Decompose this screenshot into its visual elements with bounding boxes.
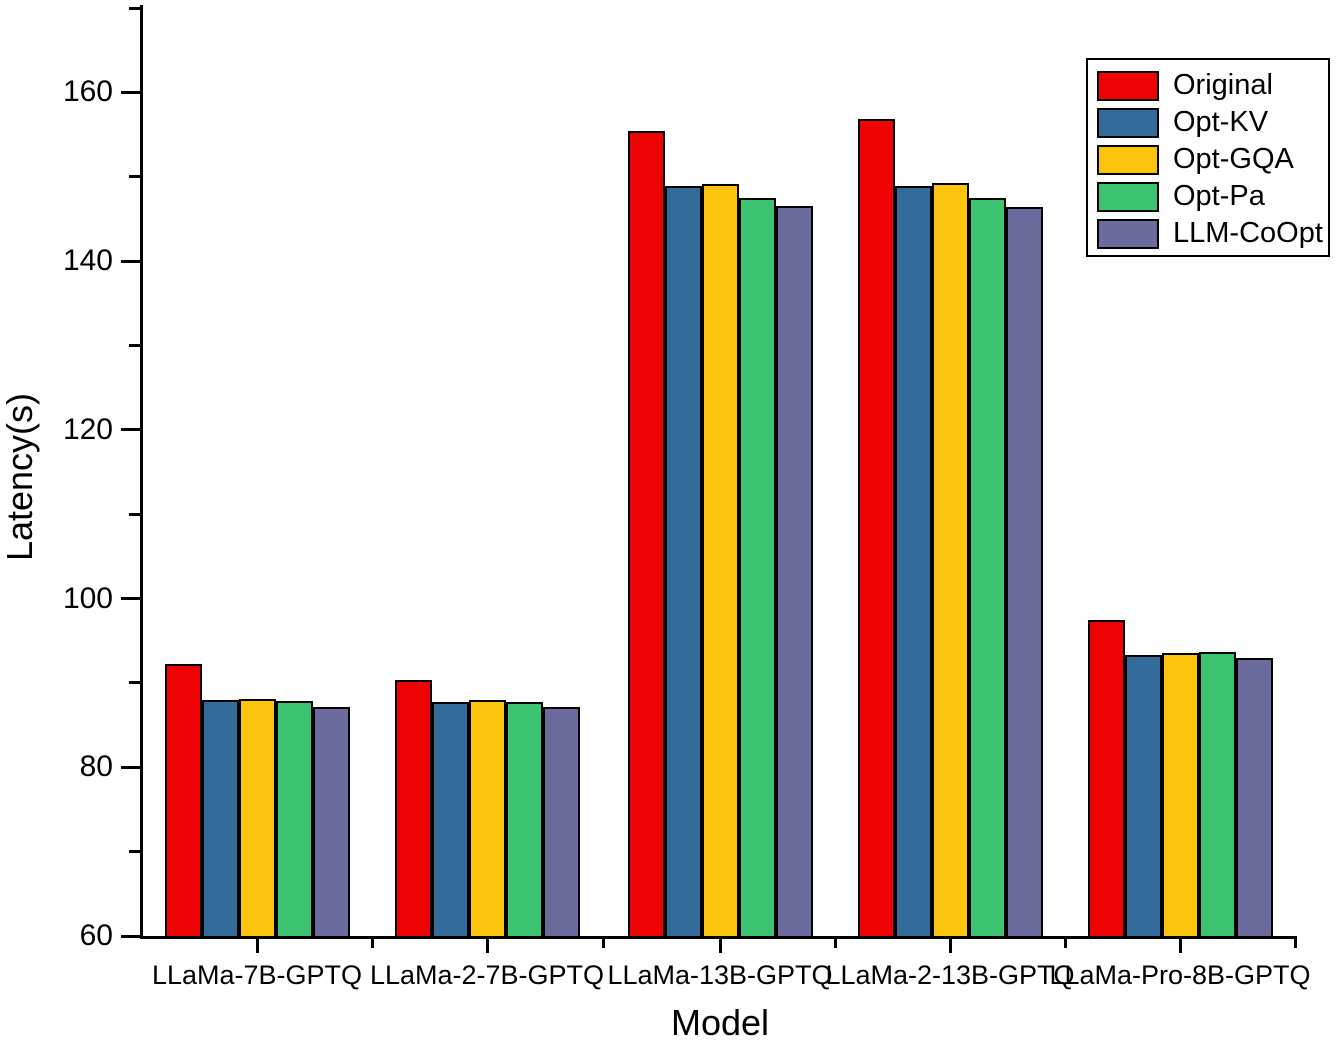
category-label: LLaMa-7B-GPTQ bbox=[151, 960, 363, 990]
y-major-tick bbox=[121, 259, 141, 263]
bar-opt-kv bbox=[894, 186, 932, 938]
legend-item: Original bbox=[1097, 67, 1328, 104]
y-major-tick bbox=[121, 428, 141, 432]
legend-item: LLM-CoOpt bbox=[1097, 215, 1328, 252]
category-label: LLaMa-Pro-8B-GPTQ bbox=[1049, 960, 1311, 990]
legend-swatch bbox=[1097, 70, 1159, 101]
bar-opt-pa bbox=[968, 197, 1006, 938]
bar-opt-gqa bbox=[238, 698, 276, 938]
y-minor-tick bbox=[129, 6, 141, 10]
x-major-tick bbox=[255, 939, 259, 953]
bar-opt-pa bbox=[275, 701, 313, 938]
bar-original bbox=[394, 679, 432, 938]
bar-original bbox=[1087, 620, 1125, 938]
legend-label: Opt-Pa bbox=[1173, 180, 1265, 212]
bar-opt-gqa bbox=[1161, 652, 1199, 938]
x-minor-tick bbox=[1064, 939, 1067, 948]
x-axis-title: Model bbox=[670, 1002, 770, 1043]
legend-swatch bbox=[1097, 218, 1159, 249]
y-tick-label: 120 bbox=[62, 412, 113, 446]
legend: Original Opt-KV Opt-GQA Opt-Pa LLM-CoOpt bbox=[1086, 58, 1330, 257]
y-minor-tick bbox=[129, 850, 141, 854]
bar-original bbox=[857, 119, 895, 938]
legend-item: Opt-GQA bbox=[1097, 141, 1328, 178]
y-tick-label: 140 bbox=[62, 244, 113, 278]
y-minor-tick bbox=[129, 681, 141, 685]
y-tick-label: 60 bbox=[79, 919, 113, 952]
x-minor-tick bbox=[1293, 939, 1297, 948]
x-minor-tick bbox=[371, 939, 374, 948]
legend-swatch bbox=[1097, 107, 1159, 138]
category-label: LLaMa-2-13B-GPTQ bbox=[825, 960, 1075, 990]
legend-label: Opt-KV bbox=[1173, 106, 1269, 138]
y-major-tick bbox=[121, 90, 141, 94]
x-major-tick bbox=[1178, 939, 1182, 953]
bar-opt-gqa bbox=[468, 699, 506, 938]
bar-opt-gqa bbox=[701, 184, 739, 938]
category-label: LLaMa-2-7B-GPTQ bbox=[369, 960, 605, 990]
bar-opt-pa bbox=[738, 197, 776, 938]
bar-llm-coopt bbox=[1235, 657, 1273, 938]
y-axis-line bbox=[140, 5, 143, 939]
bar-opt-pa bbox=[1198, 651, 1236, 938]
y-major-tick bbox=[121, 765, 141, 769]
y-major-tick bbox=[121, 934, 141, 938]
bar-opt-kv bbox=[201, 699, 239, 938]
y-tick-label: 100 bbox=[62, 581, 113, 615]
y-axis-title: Latency(s) bbox=[0, 392, 40, 562]
y-minor-tick bbox=[129, 343, 141, 347]
bar-llm-coopt bbox=[312, 707, 350, 938]
bar-opt-kv bbox=[1124, 655, 1162, 938]
legend-label: Opt-GQA bbox=[1173, 143, 1294, 175]
y-major-tick bbox=[121, 597, 141, 601]
legend-swatch bbox=[1097, 144, 1159, 175]
bar-llm-coopt bbox=[542, 706, 580, 938]
x-axis-line bbox=[140, 936, 1297, 939]
legend-swatch bbox=[1097, 181, 1159, 212]
y-tick-label: 80 bbox=[79, 750, 113, 784]
bar-llm-coopt bbox=[775, 206, 813, 938]
x-major-tick bbox=[485, 939, 489, 953]
x-major-tick bbox=[948, 939, 952, 953]
y-minor-tick bbox=[129, 175, 141, 179]
x-minor-tick bbox=[833, 939, 837, 948]
bar-opt-gqa bbox=[931, 182, 969, 938]
legend-label: LLM-CoOpt bbox=[1173, 217, 1323, 249]
bar-original bbox=[164, 663, 202, 938]
y-minor-tick bbox=[129, 512, 141, 516]
legend-item: Opt-Pa bbox=[1097, 178, 1328, 215]
category-label: LLaMa-13B-GPTQ bbox=[607, 960, 833, 990]
y-tick-label: 160 bbox=[62, 75, 113, 109]
bar-opt-kv bbox=[664, 186, 702, 938]
x-minor-tick bbox=[602, 939, 605, 948]
bar-opt-kv bbox=[431, 702, 469, 938]
bar-opt-pa bbox=[505, 702, 543, 938]
bar-llm-coopt bbox=[1005, 207, 1043, 938]
legend-item: Opt-KV bbox=[1097, 104, 1328, 141]
x-major-tick bbox=[718, 939, 722, 953]
legend-label: Original bbox=[1173, 69, 1273, 101]
bar-original bbox=[627, 131, 665, 938]
